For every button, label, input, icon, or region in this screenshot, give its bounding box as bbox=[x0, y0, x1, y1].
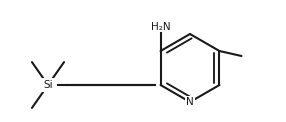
Text: Si: Si bbox=[43, 80, 53, 90]
Text: H₂N: H₂N bbox=[151, 22, 170, 32]
Text: N: N bbox=[186, 97, 194, 107]
